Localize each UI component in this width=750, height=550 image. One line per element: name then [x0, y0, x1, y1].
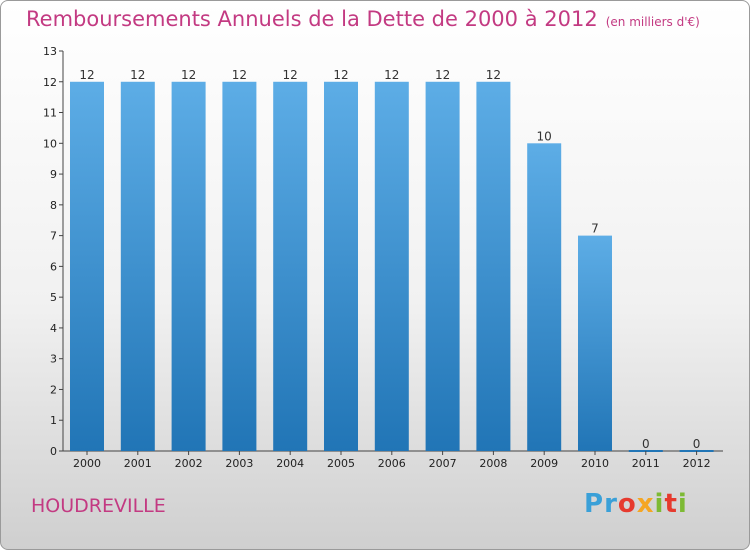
bar: [578, 235, 612, 451]
logo-letter: P: [584, 489, 605, 519]
x-tick-label: 2000: [73, 457, 101, 470]
bar: [70, 81, 104, 452]
data-label: 10: [537, 129, 552, 143]
data-label: 12: [232, 68, 247, 82]
data-label: 12: [435, 68, 450, 82]
logo-letter: r: [604, 489, 618, 519]
title-unit: (en milliers d'€): [605, 15, 700, 29]
x-tick-label: 2008: [479, 457, 507, 470]
logo-letter: x: [636, 489, 655, 519]
data-label: 0: [642, 437, 650, 451]
data-label: 7: [591, 222, 599, 236]
bar: [171, 81, 206, 452]
x-tick-label: 2004: [276, 457, 304, 470]
y-tick-label: 6: [50, 260, 57, 273]
data-label: 0: [693, 437, 701, 451]
bar: [120, 81, 155, 452]
y-tick-label: 8: [50, 199, 57, 212]
chart-title: Remboursements Annuels de la Dette de 20…: [26, 7, 700, 31]
y-tick-label: 12: [43, 76, 57, 89]
data-label: 12: [130, 68, 145, 82]
data-label: 12: [486, 68, 501, 82]
x-tick-label: 2010: [581, 457, 609, 470]
x-tick-label: 2011: [632, 457, 660, 470]
data-label: 12: [79, 68, 94, 82]
data-label: 12: [333, 68, 348, 82]
y-tick-label: 9: [50, 168, 57, 181]
y-tick-label: 13: [43, 45, 57, 58]
bar: [374, 81, 409, 452]
y-tick-label: 3: [50, 353, 57, 366]
y-tick-label: 10: [43, 137, 57, 150]
bar: [222, 81, 257, 452]
data-label: 12: [181, 68, 196, 82]
bar: [273, 81, 308, 452]
bar: [425, 81, 460, 452]
data-label: 12: [384, 68, 399, 82]
x-tick-label: 2006: [378, 457, 406, 470]
logo-letter: i: [654, 489, 665, 519]
y-tick-label: 5: [50, 291, 57, 304]
x-tick-label: 2002: [175, 457, 203, 470]
y-tick-label: 2: [50, 383, 57, 396]
bar: [324, 81, 358, 452]
y-tick-label: 4: [50, 322, 57, 335]
proxiti-logo[interactable]: Proxiti: [584, 489, 688, 519]
x-tick-label: 2012: [683, 457, 711, 470]
y-tick-label: 0: [50, 445, 57, 458]
x-tick-label: 2001: [124, 457, 152, 470]
plot-area: 0123456789101112131220001220011220021220…: [43, 45, 723, 470]
x-tick-label: 2003: [225, 457, 253, 470]
x-tick-label: 2007: [429, 457, 457, 470]
x-tick-label: 2009: [530, 457, 558, 470]
bar: [476, 81, 511, 452]
commune-name: HOUDREVILLE: [31, 495, 166, 517]
logo-letter: t: [664, 489, 678, 519]
y-tick-label: 11: [43, 107, 57, 120]
title-main: Remboursements Annuels de la Dette de 20…: [26, 7, 598, 31]
data-label: 12: [283, 68, 298, 82]
y-tick-label: 1: [50, 414, 57, 427]
x-tick-label: 2005: [327, 457, 355, 470]
y-tick-label: 7: [50, 230, 57, 243]
bar: [527, 143, 562, 452]
logo-letter: i: [677, 489, 688, 519]
logo-letter: o: [617, 489, 637, 519]
